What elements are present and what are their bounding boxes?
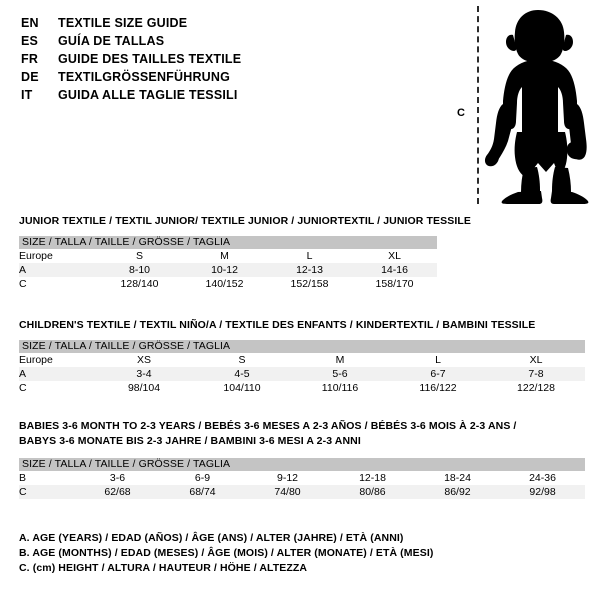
- language-title: TEXTILE SIZE GUIDE: [58, 16, 188, 30]
- table-cell: XS: [95, 353, 193, 367]
- table-cell: 10-12: [182, 263, 267, 277]
- table-row: C 128/140 140/152 152/158 158/170: [19, 277, 438, 291]
- table-cell: L: [389, 353, 487, 367]
- size-table-babies: SIZE / TALLA / TAILLE / GRÖSSE / TAGLIA …: [19, 458, 586, 499]
- table-cell: 104/110: [193, 381, 291, 395]
- table-cell: 3-4: [95, 367, 193, 381]
- table-row: C 98/104 104/110 110/116 116/122 122/128: [19, 381, 586, 395]
- row-label: Europe: [19, 249, 97, 263]
- table-band-row: SIZE / TALLA / TAILLE / GRÖSSE / TAGLIA: [19, 458, 586, 471]
- table-cell: 68/74: [160, 485, 245, 499]
- table-band-row: SIZE / TALLA / TAILLE / GRÖSSE / TAGLIA: [19, 340, 586, 353]
- row-label: A: [19, 367, 95, 381]
- size-table-children: SIZE / TALLA / TAILLE / GRÖSSE / TAGLIA …: [19, 340, 586, 395]
- section-title: JUNIOR TEXTILE / TEXTIL JUNIOR/ TEXTILE …: [19, 215, 471, 227]
- table-cell: 9-12: [245, 471, 330, 485]
- section-children: CHILDREN'S TEXTILE / TEXTIL NIÑO/A / TEX…: [19, 318, 586, 395]
- table-cell: S: [97, 249, 182, 263]
- table-cell: 4-5: [193, 367, 291, 381]
- child-silhouette-icon: [484, 10, 589, 204]
- height-guide-line-icon: [477, 6, 479, 204]
- section-title-line2: BABYS 3-6 MONATE BIS 2-3 JAHRE / BAMBINI…: [19, 435, 361, 447]
- table-cell: XL: [487, 353, 586, 367]
- table-cell: 3-6: [75, 471, 160, 485]
- language-row-en: EN TEXTILE SIZE GUIDE: [21, 14, 321, 32]
- table-cell: 6-9: [160, 471, 245, 485]
- language-title: GUIDA ALLE TAGLIE TESSILI: [58, 88, 238, 102]
- language-row-fr: FR GUIDE DES TAILLES TEXTILE: [21, 50, 321, 68]
- table-row: C 62/68 68/74 74/80 80/86 86/92 92/98: [19, 485, 586, 499]
- table-cell: 14-16: [352, 263, 438, 277]
- table-row: A 3-4 4-5 5-6 6-7 7-8: [19, 367, 586, 381]
- legend-line-c: C. (cm) HEIGHT / ALTURA / HAUTEUR / HÖHE…: [19, 562, 308, 574]
- language-title: GUÍA DE TALLAS: [58, 34, 165, 48]
- row-label: A: [19, 263, 97, 277]
- language-code: ES: [21, 34, 39, 48]
- language-row-es: ES GUÍA DE TALLAS: [21, 32, 321, 50]
- legend-block: A. AGE (YEARS) / EDAD (AÑOS) / ÂGE (ANS)…: [19, 531, 433, 576]
- table-cell: 62/68: [75, 485, 160, 499]
- table-cell: 122/128: [487, 381, 586, 395]
- table-cell: 80/86: [330, 485, 415, 499]
- height-measure-label: C: [457, 107, 465, 119]
- table-cell: 86/92: [415, 485, 500, 499]
- table-cell: 98/104: [95, 381, 193, 395]
- table-band-label: SIZE / TALLA / TAILLE / GRÖSSE / TAGLIA: [19, 340, 586, 353]
- table-cell: 116/122: [389, 381, 487, 395]
- table-cell: 7-8: [487, 367, 586, 381]
- table-cell: M: [291, 353, 389, 367]
- language-code: DE: [21, 70, 39, 84]
- table-cell: XL: [352, 249, 438, 263]
- language-row-de: DE TEXTILGRÖSSENFÜHRUNG: [21, 68, 321, 86]
- table-cell: 140/152: [182, 277, 267, 291]
- language-title: GUIDE DES TAILLES TEXTILE: [58, 52, 242, 66]
- table-cell: 12-13: [267, 263, 352, 277]
- table-row: Europe S M L XL: [19, 249, 438, 263]
- table-band-row: SIZE / TALLA / TAILLE / GRÖSSE / TAGLIA: [19, 236, 438, 249]
- language-title-block: EN TEXTILE SIZE GUIDE ES GUÍA DE TALLAS …: [21, 14, 321, 104]
- row-label: Europe: [19, 353, 95, 367]
- language-title: TEXTILGRÖSSENFÜHRUNG: [58, 70, 231, 84]
- legend-line-a: A. AGE (YEARS) / EDAD (AÑOS) / ÂGE (ANS)…: [19, 532, 404, 544]
- table-cell: 92/98: [500, 485, 586, 499]
- table-row: Europe XS S M L XL: [19, 353, 586, 367]
- row-label: C: [19, 381, 95, 395]
- table-cell: S: [193, 353, 291, 367]
- table-cell: M: [182, 249, 267, 263]
- table-cell: 5-6: [291, 367, 389, 381]
- legend-line-b: B. AGE (MONTHS) / EDAD (MESES) / ÂGE (MO…: [19, 547, 434, 559]
- height-illustration: C: [440, 0, 600, 210]
- table-cell: 74/80: [245, 485, 330, 499]
- language-code: IT: [21, 88, 33, 102]
- table-cell: 152/158: [267, 277, 352, 291]
- table-cell: 18-24: [415, 471, 500, 485]
- table-cell: 158/170: [352, 277, 438, 291]
- language-row-it: IT GUIDA ALLE TAGLIE TESSILI: [21, 86, 321, 104]
- table-row: B 3-6 6-9 9-12 12-18 18-24 24-36: [19, 471, 586, 485]
- table-cell: 12-18: [330, 471, 415, 485]
- language-code: FR: [21, 52, 39, 66]
- section-junior: JUNIOR TEXTILE / TEXTIL JUNIOR/ TEXTILE …: [19, 214, 471, 291]
- section-babies: BABIES 3-6 MONTH TO 2-3 YEARS / BEBÉS 3-…: [19, 419, 586, 499]
- table-cell: L: [267, 249, 352, 263]
- table-cell: 24-36: [500, 471, 586, 485]
- table-cell: 8-10: [97, 263, 182, 277]
- size-table-junior: SIZE / TALLA / TAILLE / GRÖSSE / TAGLIA …: [19, 236, 438, 291]
- table-band-label: SIZE / TALLA / TAILLE / GRÖSSE / TAGLIA: [19, 458, 586, 471]
- table-band-label: SIZE / TALLA / TAILLE / GRÖSSE / TAGLIA: [19, 236, 438, 249]
- section-title-line1: BABIES 3-6 MONTH TO 2-3 YEARS / BEBÉS 3-…: [19, 420, 517, 432]
- table-cell: 128/140: [97, 277, 182, 291]
- table-cell: 110/116: [291, 381, 389, 395]
- table-cell: 6-7: [389, 367, 487, 381]
- table-row: A 8-10 10-12 12-13 14-16: [19, 263, 438, 277]
- row-label: C: [19, 485, 75, 499]
- language-code: EN: [21, 16, 39, 30]
- section-title: CHILDREN'S TEXTILE / TEXTIL NIÑO/A / TEX…: [19, 319, 536, 331]
- row-label: B: [19, 471, 75, 485]
- row-label: C: [19, 277, 97, 291]
